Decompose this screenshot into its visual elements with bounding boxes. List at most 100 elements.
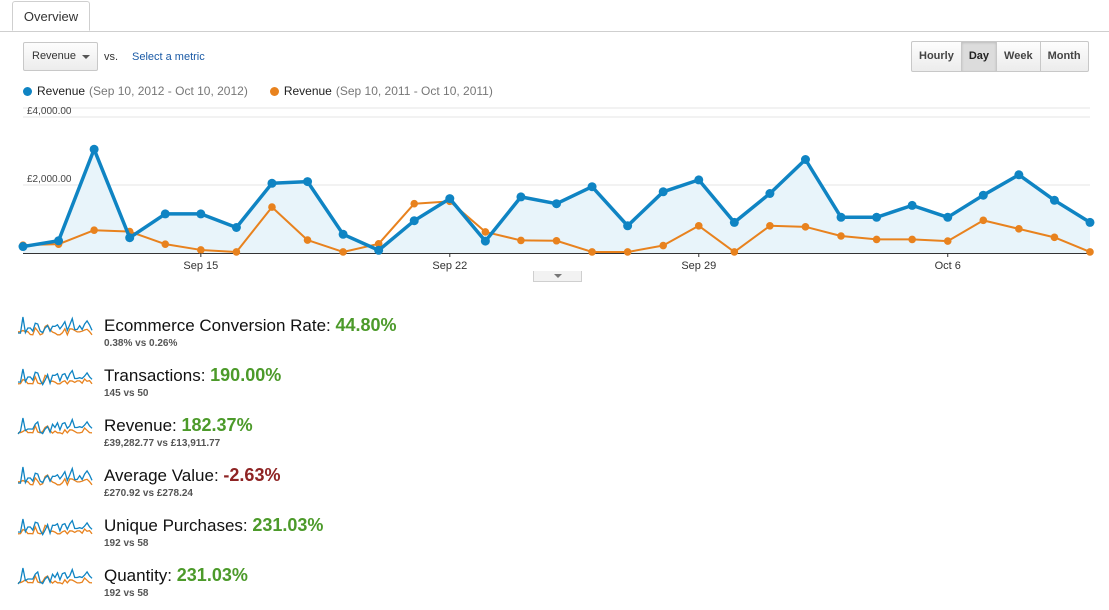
metric-comparison-values: 192 vs 58 xyxy=(104,588,149,599)
series-area xyxy=(23,149,1090,253)
legend-item-previous: Revenue (Sep 10, 2011 - Oct 10, 2011) xyxy=(269,84,493,98)
data-point-current[interactable] xyxy=(1049,195,1059,205)
sparkline-previous xyxy=(17,324,93,337)
sparkline-chart xyxy=(17,466,93,487)
metric-comparison-values: 192 vs 58 xyxy=(104,538,149,549)
month-button[interactable]: Month xyxy=(1039,41,1089,72)
data-point-current[interactable] xyxy=(587,182,597,192)
revenue-line-chart[interactable]: £4,000.00 £2,000.00 Sep 15 Sep 22 Sep 29 Oct … xyxy=(0,100,1109,275)
tab-bar: Overview xyxy=(0,0,1109,32)
data-point-previous[interactable] xyxy=(339,248,347,256)
data-point-current[interactable] xyxy=(658,187,668,197)
metric-name: Unique Purchases: xyxy=(104,516,248,535)
y-tick-label: £2,000.00 xyxy=(27,174,72,185)
metric-change-percent: -2.63% xyxy=(223,465,281,485)
vs-label: vs. xyxy=(104,51,119,63)
data-point-previous[interactable] xyxy=(268,203,276,211)
data-point-previous[interactable] xyxy=(730,248,739,256)
legend-date-range: (Sep 10, 2011 - Oct 10, 2011) xyxy=(335,84,493,98)
data-point-current[interactable] xyxy=(694,175,704,185)
data-point-current[interactable] xyxy=(978,190,988,200)
data-point-current[interactable] xyxy=(1085,217,1095,227)
data-point-current[interactable] xyxy=(125,233,135,243)
data-point-previous[interactable] xyxy=(374,240,383,248)
data-point-previous[interactable] xyxy=(197,246,205,254)
legend-date-range: (Sep 10, 2012 - Oct 10, 2012) xyxy=(89,84,248,98)
select-comparison-metric-link[interactable]: Select a metric xyxy=(132,51,205,63)
data-point-current[interactable] xyxy=(445,194,455,204)
data-point-previous[interactable] xyxy=(161,240,170,248)
data-point-previous[interactable] xyxy=(517,236,525,245)
legend-item-current: Revenue (Sep 10, 2012 - Oct 10, 2012) xyxy=(23,84,248,98)
data-point-current[interactable] xyxy=(160,209,170,219)
data-point-current[interactable] xyxy=(409,216,419,226)
x-tick-label: Sep 22 xyxy=(432,260,467,272)
data-point-current[interactable] xyxy=(907,200,917,210)
data-point-current[interactable] xyxy=(943,212,953,222)
data-point-previous[interactable] xyxy=(766,222,774,230)
data-point-current[interactable] xyxy=(800,155,810,164)
legend-series-name: Revenue xyxy=(283,84,332,98)
data-point-previous[interactable] xyxy=(694,222,703,230)
data-point-current[interactable] xyxy=(1014,170,1024,180)
expand-arrow-icon xyxy=(554,274,562,278)
data-point-current[interactable] xyxy=(765,189,775,198)
primary-metric-dropdown[interactable]: Revenue xyxy=(23,42,98,71)
data-point-previous[interactable] xyxy=(943,237,952,245)
data-point-current[interactable] xyxy=(54,236,64,246)
x-tick-label: Sep 29 xyxy=(681,260,716,272)
data-point-current[interactable] xyxy=(480,236,490,246)
metric-name: Transactions: xyxy=(104,366,206,385)
sparkline-chart xyxy=(17,518,93,536)
sparkline-current xyxy=(17,518,93,536)
data-point-current[interactable] xyxy=(89,144,99,154)
data-point-previous[interactable] xyxy=(90,226,98,235)
data-point-previous[interactable] xyxy=(801,223,810,231)
sparkline-chart xyxy=(17,417,93,435)
sparkline-previous xyxy=(17,524,93,535)
data-point-previous[interactable] xyxy=(1015,225,1023,233)
sparkline-chart xyxy=(17,316,93,337)
sparkline-previous xyxy=(17,474,93,487)
sparkline-chart xyxy=(17,368,93,386)
data-point-current[interactable] xyxy=(623,221,633,231)
data-point-current[interactable] xyxy=(872,212,882,222)
x-tick-label: Oct 6 xyxy=(935,260,961,272)
data-point-current[interactable] xyxy=(303,177,313,187)
data-point-previous[interactable] xyxy=(872,235,881,244)
data-point-current[interactable] xyxy=(552,199,561,209)
hourly-button[interactable]: Hourly xyxy=(911,41,962,72)
chart-expand-handle[interactable] xyxy=(533,271,582,282)
sparkline-previous xyxy=(17,574,93,585)
data-point-previous[interactable] xyxy=(410,199,419,208)
tab-overview[interactable]: Overview xyxy=(12,1,90,31)
data-point-previous[interactable] xyxy=(979,216,988,225)
metric-heading: Transactions: 190.00% xyxy=(104,365,281,386)
data-point-previous[interactable] xyxy=(837,232,845,240)
data-point-previous[interactable] xyxy=(908,235,916,244)
x-tick-label: Sep 15 xyxy=(183,260,218,272)
day-button[interactable]: Day xyxy=(960,41,998,72)
data-point-current[interactable] xyxy=(18,242,28,252)
metric-name: Quantity: xyxy=(104,566,173,585)
data-point-previous[interactable] xyxy=(552,236,561,245)
week-button[interactable]: Week xyxy=(996,41,1041,72)
data-point-current[interactable] xyxy=(267,178,277,188)
data-point-current[interactable] xyxy=(836,212,846,222)
data-point-current[interactable] xyxy=(338,229,348,239)
data-point-previous[interactable] xyxy=(588,248,596,256)
data-point-previous[interactable] xyxy=(303,236,312,244)
data-point-current[interactable] xyxy=(374,245,384,255)
data-point-previous[interactable] xyxy=(1050,233,1059,242)
sparkline-previous xyxy=(17,424,93,435)
data-point-current[interactable] xyxy=(729,217,739,227)
data-point-current[interactable] xyxy=(231,223,241,232)
data-point-current[interactable] xyxy=(196,209,206,219)
data-point-previous[interactable] xyxy=(623,248,632,256)
data-point-previous[interactable] xyxy=(659,241,667,250)
data-point-previous[interactable] xyxy=(481,228,490,236)
chevron-down-icon xyxy=(82,55,90,59)
data-point-previous[interactable] xyxy=(232,248,241,256)
data-point-previous[interactable] xyxy=(1086,248,1094,256)
data-point-current[interactable] xyxy=(516,192,526,202)
